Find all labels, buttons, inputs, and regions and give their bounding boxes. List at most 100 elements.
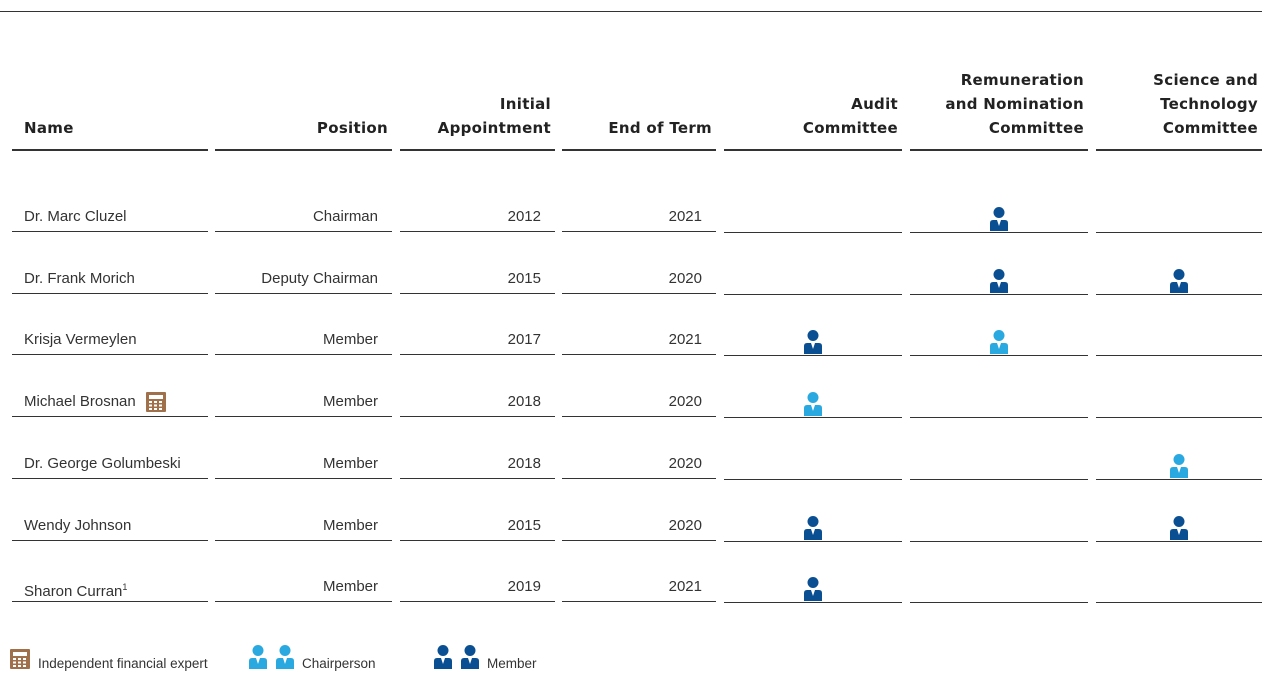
cell-text: 2020 xyxy=(668,516,702,534)
cell-text: 2018 xyxy=(507,454,541,472)
cell: 2020 xyxy=(562,449,716,479)
cell xyxy=(910,325,1088,357)
role-icon xyxy=(1170,268,1188,293)
legend-label: Independent financial expert xyxy=(38,656,208,671)
cell xyxy=(910,572,1088,604)
cell xyxy=(724,264,902,295)
header-text: Appointment xyxy=(437,119,551,137)
cell: 2019 xyxy=(400,572,555,603)
cell: Dr. Frank Morich xyxy=(12,264,208,294)
header-text: Position xyxy=(316,119,388,137)
cell: Member xyxy=(215,449,392,479)
cell xyxy=(910,511,1088,542)
cell: Member xyxy=(215,511,392,541)
cell xyxy=(1096,387,1262,419)
cell xyxy=(724,572,902,604)
cell: 2012 xyxy=(400,202,555,232)
role-icon xyxy=(990,268,1008,293)
cell: 2015 xyxy=(400,511,555,541)
header-text: and Nomination xyxy=(945,95,1084,113)
header-text: Science and xyxy=(1153,71,1258,89)
cell: Wendy Johnson xyxy=(12,511,208,541)
cell xyxy=(724,449,902,480)
role-icon xyxy=(804,515,822,540)
cell: Krisja Vermeylen xyxy=(12,325,208,356)
cell: Dr. George Golumbeski xyxy=(12,449,208,479)
cell: Member xyxy=(215,325,392,356)
cell-text: Krisja Vermeylen xyxy=(24,331,137,349)
cell-text: Dr. Marc Cluzel xyxy=(24,208,127,225)
legend-label: Chairperson xyxy=(302,656,376,671)
cell: 2021 xyxy=(562,325,716,356)
header-rule xyxy=(400,149,555,151)
header-rule xyxy=(215,149,392,151)
cell xyxy=(1096,449,1262,480)
cell: Michael Brosnan xyxy=(12,387,208,418)
cell xyxy=(1096,202,1262,233)
role-icon xyxy=(1170,515,1188,540)
header-rule xyxy=(724,149,902,151)
footnote-mark: 1 xyxy=(122,582,128,593)
cell-text: 2017 xyxy=(507,331,541,349)
cell-text: 2021 xyxy=(668,208,702,225)
cell-text: 2020 xyxy=(668,269,702,287)
cell-text: Member xyxy=(322,516,378,534)
header-text: Audit xyxy=(851,95,898,113)
cell-text: 2020 xyxy=(668,393,702,411)
expert-icon xyxy=(145,392,166,413)
header-text: Initial xyxy=(499,95,551,113)
cell xyxy=(1096,511,1262,542)
cell: 2018 xyxy=(400,449,555,479)
cell xyxy=(1096,325,1262,357)
header-text: Committee xyxy=(988,119,1084,137)
cell xyxy=(910,264,1088,295)
header-text: End of Term xyxy=(608,119,712,137)
cell: 2021 xyxy=(562,572,716,603)
cell xyxy=(1096,264,1262,295)
cell-text: 2015 xyxy=(507,516,541,534)
cell-text: 2019 xyxy=(507,578,541,596)
header-text: Name xyxy=(24,119,74,137)
role-icon xyxy=(434,645,452,669)
role-icon xyxy=(276,645,294,669)
header-text: Remuneration xyxy=(960,71,1084,89)
header-rule xyxy=(12,149,208,151)
header-text: Technology xyxy=(1160,95,1258,113)
role-icon xyxy=(804,330,822,355)
header-rule xyxy=(910,149,1088,151)
cell-text: Member xyxy=(322,454,378,472)
cell: 2020 xyxy=(562,264,716,294)
cell-text: Member xyxy=(322,393,378,411)
cell: Chairman xyxy=(215,202,392,232)
cell-text: Dr. George Golumbeski xyxy=(24,454,181,472)
cell: Dr. Marc Cluzel xyxy=(12,202,208,232)
header-text: Committee xyxy=(1162,119,1258,137)
cell-text: 2020 xyxy=(668,454,702,472)
role-icon xyxy=(1170,453,1188,478)
cell xyxy=(910,387,1088,419)
top-rule xyxy=(0,11,1262,12)
cell xyxy=(724,202,902,233)
cell: 2021 xyxy=(562,202,716,232)
role-icon xyxy=(990,207,1008,231)
cell-text: 2021 xyxy=(668,578,702,596)
cell-text: Michael Brosnan xyxy=(24,393,136,411)
cell-text: Member xyxy=(322,331,378,349)
cell xyxy=(910,202,1088,233)
cell-text: Chairman xyxy=(312,208,378,225)
expert-icon xyxy=(10,649,30,669)
cell: 2020 xyxy=(562,387,716,418)
cell: 2020 xyxy=(562,511,716,541)
cell xyxy=(724,325,902,357)
header-rule xyxy=(1096,149,1262,151)
cell: Sharon Curran1 xyxy=(12,572,208,603)
role-icon xyxy=(461,645,479,669)
cell-text: 2021 xyxy=(668,331,702,349)
role-icon xyxy=(804,392,822,417)
cell xyxy=(724,511,902,542)
cell-text: 2012 xyxy=(507,208,541,225)
cell xyxy=(1096,572,1262,604)
cell: 2015 xyxy=(400,264,555,294)
cell: Member xyxy=(215,387,392,418)
